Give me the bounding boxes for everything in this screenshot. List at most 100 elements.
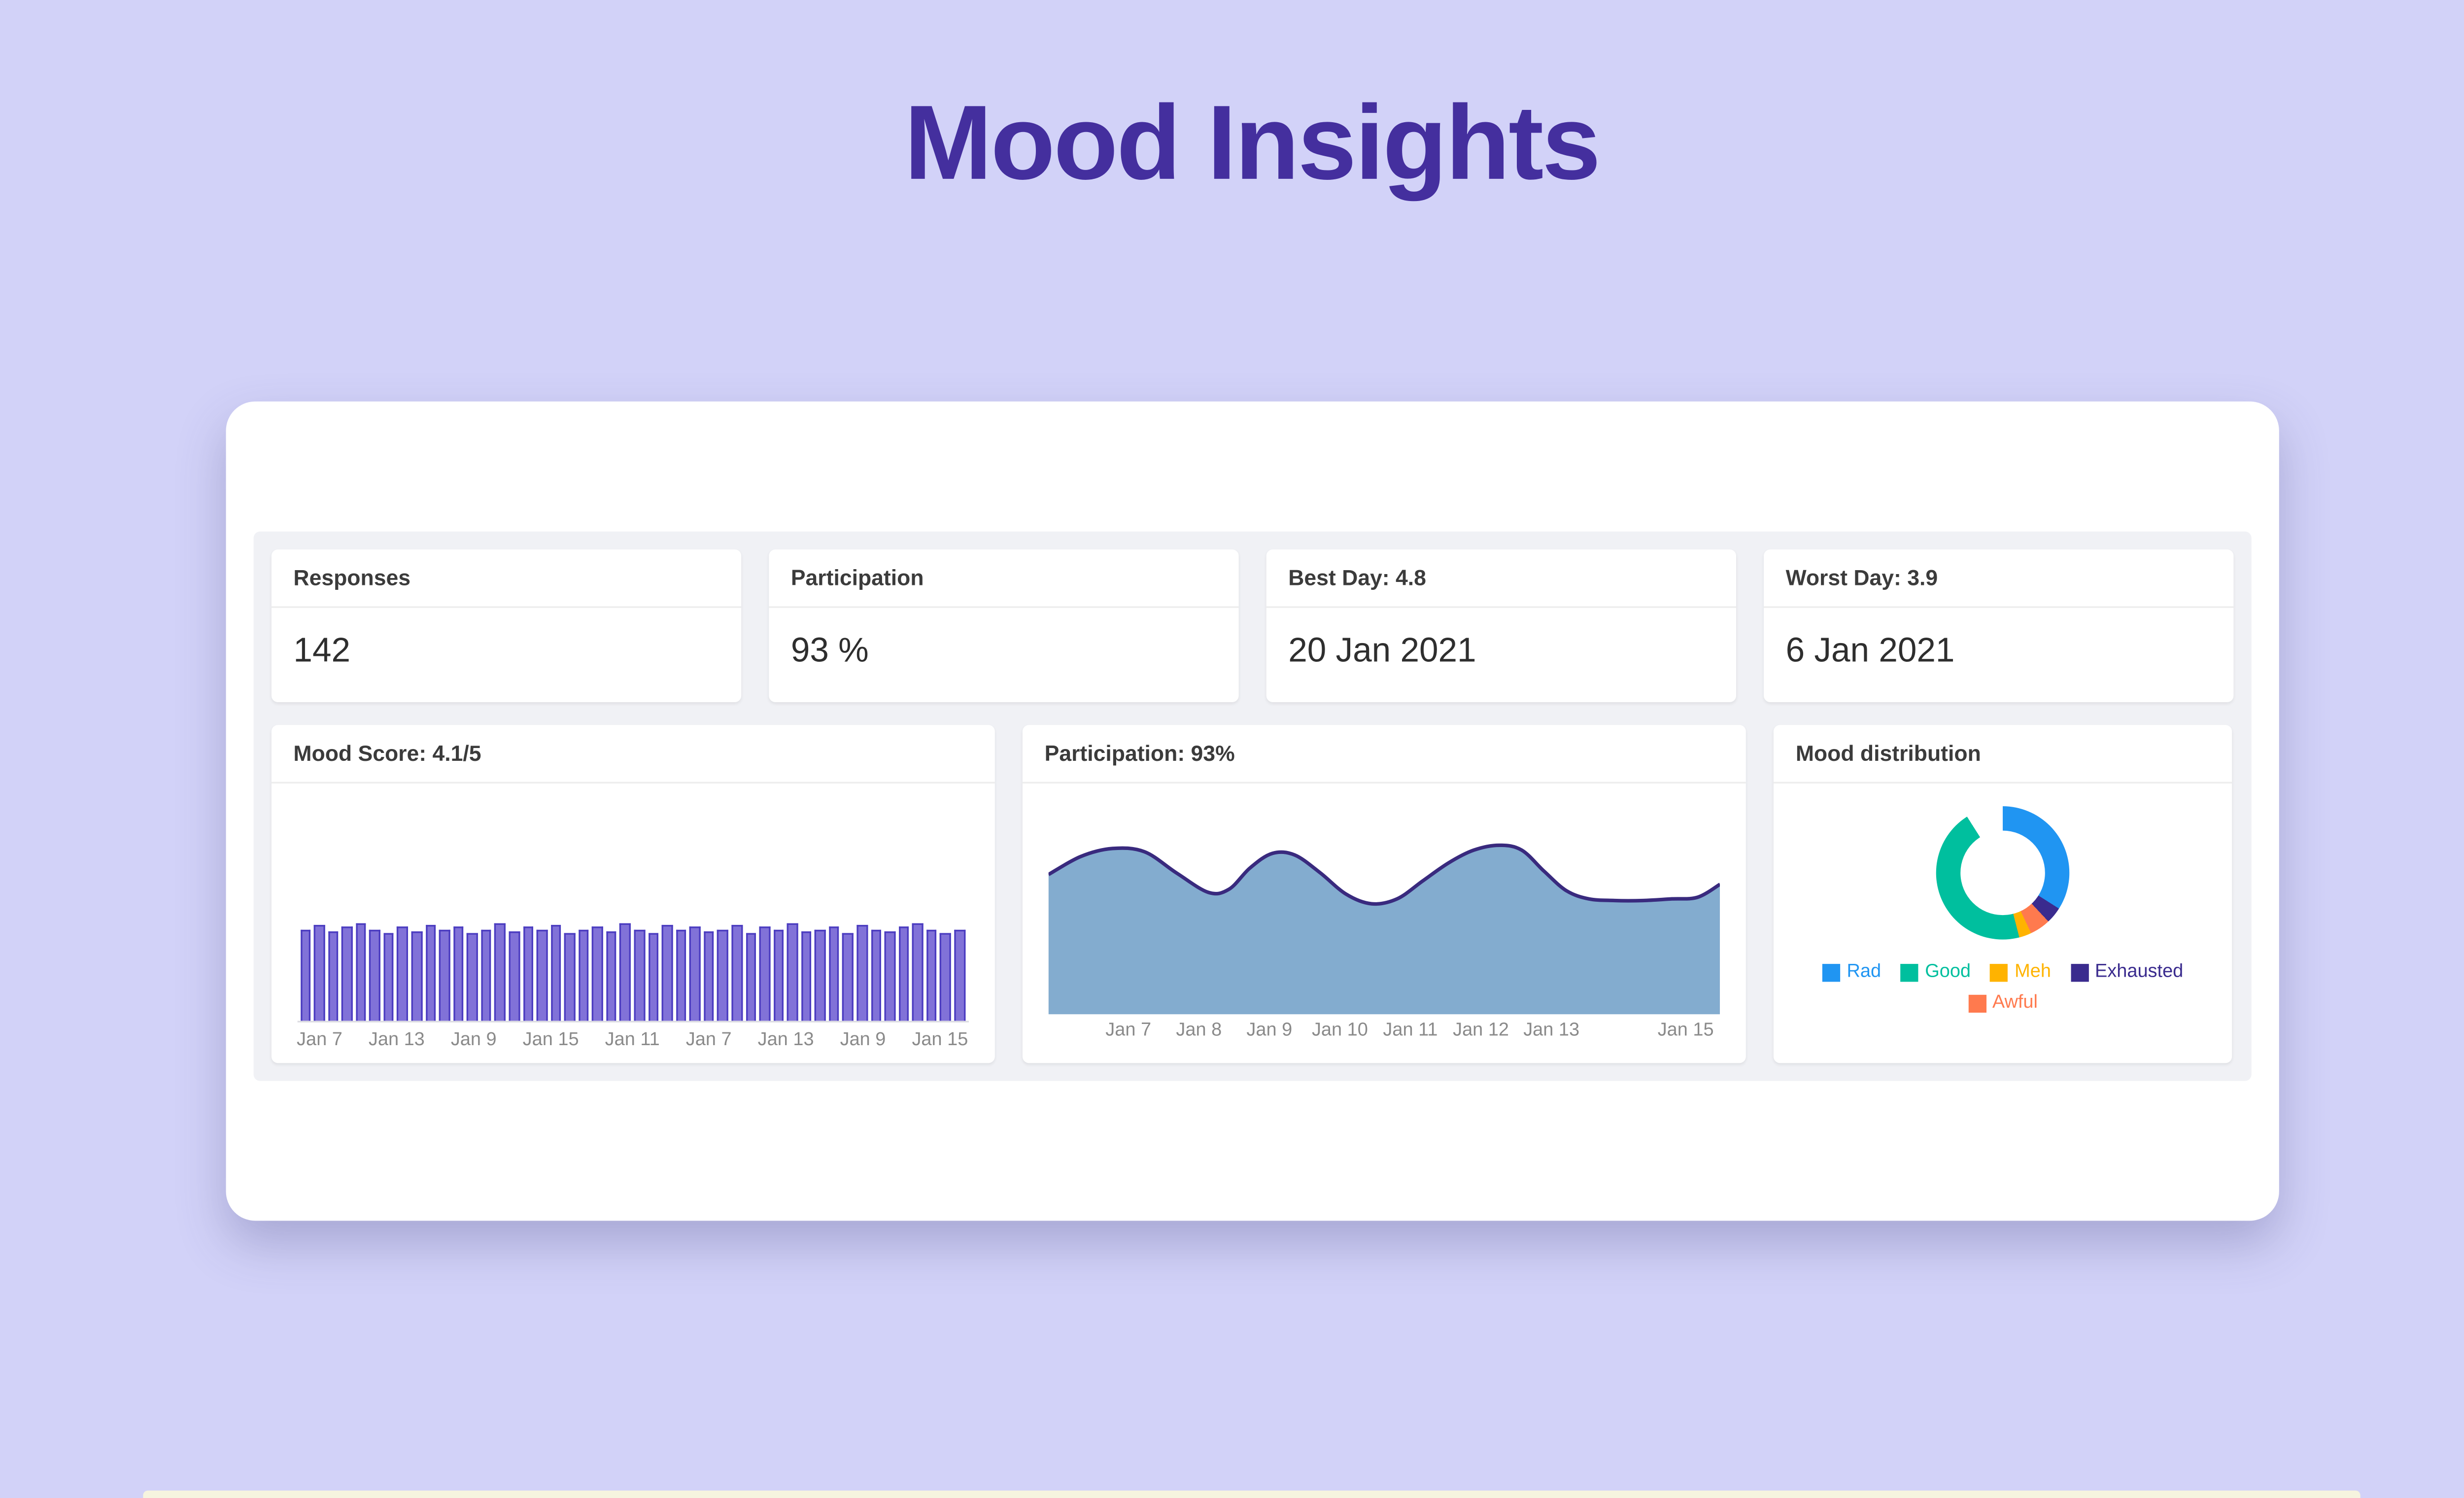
stat-value: 6 Jan 2021 <box>1785 632 1955 670</box>
legend-item-rad[interactable]: Rad <box>1822 959 1881 985</box>
bar <box>467 933 478 1021</box>
area-fill <box>1048 845 1719 1015</box>
stat-card-worst-day: Worst Day: 3.9 6 Jan 2021 <box>1763 549 2233 703</box>
axis-tick-label: Jan 15 <box>912 1030 968 1050</box>
bar <box>425 924 436 1021</box>
area-plot <box>1048 832 1719 1015</box>
bar <box>828 926 840 1021</box>
stat-value: 20 Jan 2021 <box>1288 632 1476 670</box>
area-svg <box>1048 843 1719 1015</box>
bar <box>620 922 631 1021</box>
axis-tick-label: Jan 15 <box>522 1030 579 1050</box>
legend-label: Good <box>1925 962 1971 982</box>
bar <box>564 933 575 1021</box>
stat-label: Best Day: 4.8 <box>1266 549 1736 608</box>
bar <box>522 926 534 1021</box>
bar <box>634 929 645 1021</box>
axis-tick-label: Jan 10 <box>1311 1021 1368 1041</box>
bar <box>550 924 561 1021</box>
bar <box>884 931 895 1021</box>
legend-item-meh[interactable]: Meh <box>1990 959 2051 985</box>
bar <box>509 931 519 1021</box>
bar <box>717 929 728 1021</box>
bar <box>759 926 770 1021</box>
stat-value: 93 % <box>790 632 869 670</box>
dashboard-panel: Responses 142 Participation 93 % Best Da… <box>252 531 2251 1081</box>
bar <box>676 929 686 1021</box>
bar <box>453 926 464 1021</box>
bar <box>313 924 325 1021</box>
donut-chart <box>1936 806 2070 940</box>
bar <box>703 931 715 1021</box>
bar <box>898 926 909 1021</box>
donut-hole <box>1960 830 2045 916</box>
legend-item-exhausted[interactable]: Exhausted <box>2070 959 2184 985</box>
legend-item-awful[interactable]: Awful <box>1968 990 2038 1016</box>
bar <box>578 929 589 1021</box>
bar <box>856 924 868 1021</box>
bar <box>397 926 408 1021</box>
bar <box>926 929 937 1021</box>
bar <box>411 931 422 1021</box>
legend-swatch <box>1968 994 1986 1012</box>
chart-title: Mood Score: 4.1/5 <box>271 725 994 783</box>
stat-value: 142 <box>293 632 351 670</box>
axis-tick-label: Jan 9 <box>840 1030 886 1050</box>
bar <box>843 933 854 1021</box>
bar <box>480 929 492 1021</box>
legend-label: Meh <box>2015 962 2051 982</box>
bar <box>328 931 339 1021</box>
legend-swatch <box>2070 963 2088 981</box>
bar <box>773 929 784 1021</box>
axis-tick-label: Jan 8 <box>1176 1021 1222 1041</box>
bar <box>592 926 603 1021</box>
bar-axis: Jan 7 Jan 13 Jan 9 Jan 15 Jan 11 Jan 7 Jan 13 J… <box>297 1021 968 1050</box>
stats-row: Responses 142 Participation 93 % Best Da… <box>271 549 2233 703</box>
page-title: Mood Insights <box>904 83 1601 202</box>
participation-chart-card: Participation: 93% Jan 7 Jan 8 Jan 9 Jan 10… <box>1022 725 1745 1063</box>
axis-tick-label: Jan 11 <box>1383 1021 1438 1041</box>
stat-card-responses: Responses 142 <box>271 549 741 703</box>
stat-card-best-day: Best Day: 4.8 20 Jan 2021 <box>1266 549 1736 703</box>
axis-tick-label: Jan 13 <box>757 1030 814 1050</box>
bar <box>940 933 951 1021</box>
area-axis: Jan 7 Jan 8 Jan 9 Jan 10 Jan 11 Jan 12 Jan 13 J… <box>1048 1021 1719 1050</box>
stat-label: Participation <box>768 549 1238 608</box>
axis-tick-label: Jan 7 <box>685 1030 732 1050</box>
bar <box>383 933 394 1021</box>
axis-tick-label: Jan 13 <box>1523 1021 1580 1041</box>
legend-item-good[interactable]: Good <box>1900 959 1971 985</box>
bar <box>536 929 548 1021</box>
axis-tick-label: Jan 11 <box>605 1030 660 1050</box>
legend-swatch <box>1900 963 1919 981</box>
bar <box>355 922 367 1021</box>
bar <box>342 926 352 1021</box>
bar <box>787 922 798 1021</box>
bar <box>300 929 311 1021</box>
bar-plot <box>297 839 968 1021</box>
bar <box>648 933 659 1021</box>
bar <box>689 926 701 1021</box>
mood-distribution-chart: Rad Good Meh Exhausted Awful <box>1773 783 2233 1063</box>
axis-tick-label: Jan 9 <box>450 1030 497 1050</box>
bar <box>369 929 380 1021</box>
axis-tick-label: Jan 7 <box>297 1030 342 1050</box>
bar <box>745 933 756 1021</box>
bar <box>731 924 742 1021</box>
bar <box>439 929 450 1021</box>
chart-title: Participation: 93% <box>1022 725 1745 783</box>
axis-tick-label: Jan 15 <box>1657 1021 1714 1041</box>
bar <box>606 931 617 1021</box>
legend-label: Exhausted <box>2094 962 2184 982</box>
stat-card-participation: Participation 93 % <box>768 549 1238 703</box>
axis-tick-label: Jan 9 <box>1246 1021 1293 1041</box>
legend-label: Awful <box>1992 993 2038 1013</box>
bar <box>495 922 506 1021</box>
stat-label: Responses <box>271 549 741 608</box>
bar <box>954 929 965 1021</box>
bar <box>801 931 812 1021</box>
charts-row: Mood Score: 4.1/5 Jan 7 Jan 13 Jan 9 Jan 15… <box>271 725 2233 1063</box>
stat-label: Worst Day: 3.9 <box>1763 549 2233 608</box>
axis-tick-label: Jan 13 <box>368 1030 425 1050</box>
